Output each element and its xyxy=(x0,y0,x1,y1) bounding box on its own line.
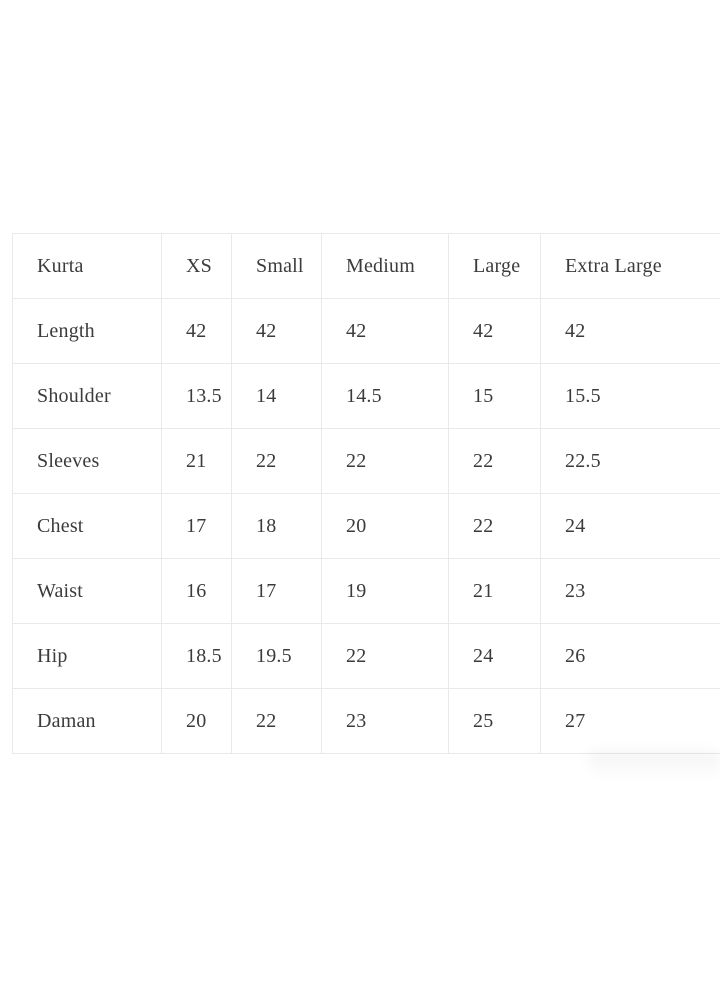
cell-length-xs: 42 xyxy=(161,298,232,364)
cell-shoulder-extra-large: 15.5 xyxy=(540,363,720,429)
cell-waist-small: 17 xyxy=(231,558,322,624)
cell-hip-large: 24 xyxy=(448,623,541,689)
cell-daman-small: 22 xyxy=(231,688,322,754)
cell-hip-medium: 22 xyxy=(321,623,449,689)
table-row-chest: Chest 17 18 20 22 24 xyxy=(12,493,720,559)
row-label-daman: Daman xyxy=(12,688,162,754)
cell-daman-extra-large: 27 xyxy=(540,688,720,754)
cell-hip-xs: 18.5 xyxy=(161,623,232,689)
table-row-hip: Hip 18.5 19.5 22 24 26 xyxy=(12,623,720,689)
row-label-waist: Waist xyxy=(12,558,162,624)
compression-smudge xyxy=(590,752,720,778)
cell-hip-small: 19.5 xyxy=(231,623,322,689)
cell-daman-medium: 23 xyxy=(321,688,449,754)
cell-chest-extra-large: 24 xyxy=(540,493,720,559)
row-label-shoulder: Shoulder xyxy=(12,363,162,429)
cell-length-small: 42 xyxy=(231,298,322,364)
cell-sleeves-medium: 22 xyxy=(321,428,449,494)
column-header-xs: XS xyxy=(161,233,232,299)
column-header-kurta: Kurta xyxy=(12,233,162,299)
row-label-sleeves: Sleeves xyxy=(12,428,162,494)
header-row: Kurta XS Small Medium Large Extra Large xyxy=(12,233,720,299)
column-header-large: Large xyxy=(448,233,541,299)
cell-length-large: 42 xyxy=(448,298,541,364)
cell-sleeves-small: 22 xyxy=(231,428,322,494)
column-header-small: Small xyxy=(231,233,322,299)
row-label-hip: Hip xyxy=(12,623,162,689)
cell-shoulder-medium: 14.5 xyxy=(321,363,449,429)
table-row-waist: Waist 16 17 19 21 23 xyxy=(12,558,720,624)
cell-chest-small: 18 xyxy=(231,493,322,559)
cell-waist-xs: 16 xyxy=(161,558,232,624)
size-chart: Kurta XS Small Medium Large Extra Large … xyxy=(12,233,720,754)
cell-chest-large: 22 xyxy=(448,493,541,559)
size-chart-table: Kurta XS Small Medium Large Extra Large … xyxy=(12,233,720,754)
table-row-length: Length 42 42 42 42 42 xyxy=(12,298,720,364)
cell-waist-medium: 19 xyxy=(321,558,449,624)
row-label-chest: Chest xyxy=(12,493,162,559)
cell-sleeves-large: 22 xyxy=(448,428,541,494)
cell-chest-medium: 20 xyxy=(321,493,449,559)
cell-daman-large: 25 xyxy=(448,688,541,754)
column-header-medium: Medium xyxy=(321,233,449,299)
cell-waist-large: 21 xyxy=(448,558,541,624)
cell-shoulder-large: 15 xyxy=(448,363,541,429)
cell-hip-extra-large: 26 xyxy=(540,623,720,689)
column-header-extra-large: Extra Large xyxy=(540,233,720,299)
cell-chest-xs: 17 xyxy=(161,493,232,559)
row-label-length: Length xyxy=(12,298,162,364)
cell-daman-xs: 20 xyxy=(161,688,232,754)
cell-length-extra-large: 42 xyxy=(540,298,720,364)
cell-waist-extra-large: 23 xyxy=(540,558,720,624)
cell-length-medium: 42 xyxy=(321,298,449,364)
table-row-daman: Daman 20 22 23 25 27 xyxy=(12,688,720,754)
cell-sleeves-xs: 21 xyxy=(161,428,232,494)
table-row-sleeves: Sleeves 21 22 22 22 22.5 xyxy=(12,428,720,494)
table-row-shoulder: Shoulder 13.5 14 14.5 15 15.5 xyxy=(12,363,720,429)
cell-shoulder-xs: 13.5 xyxy=(161,363,232,429)
cell-shoulder-small: 14 xyxy=(231,363,322,429)
cell-sleeves-extra-large: 22.5 xyxy=(540,428,720,494)
